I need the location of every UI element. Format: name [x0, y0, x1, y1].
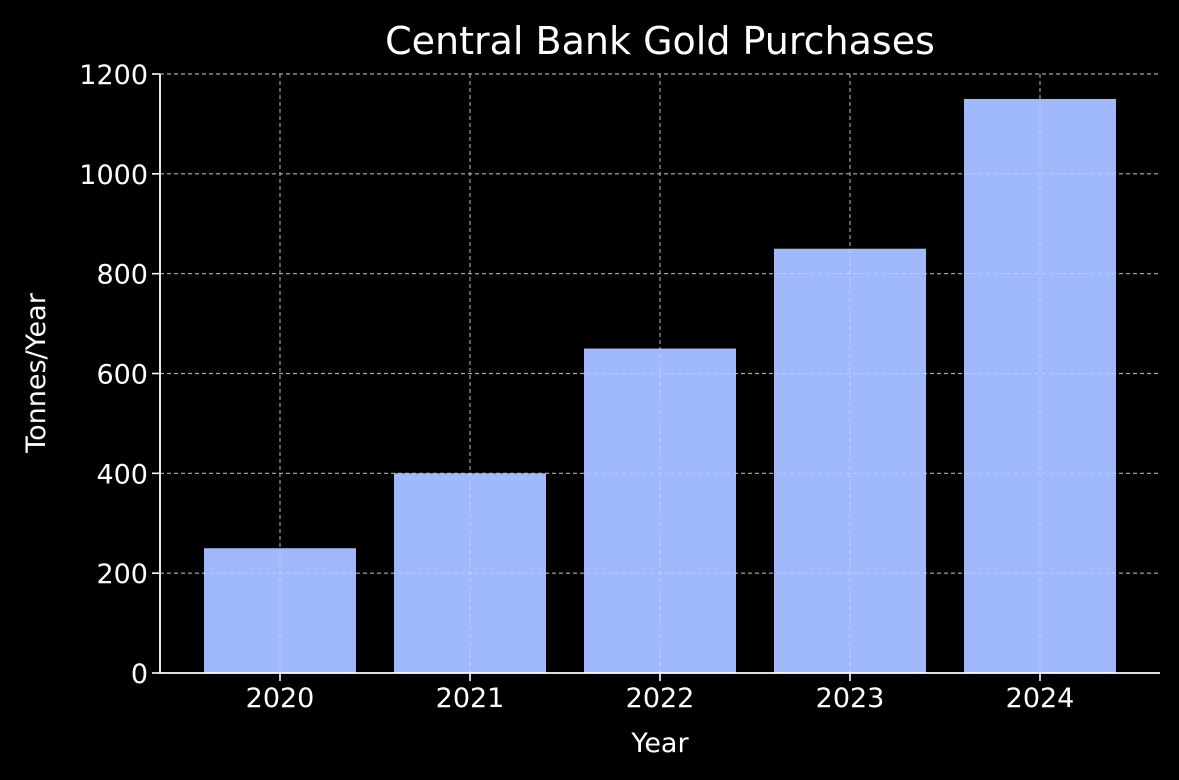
bar-2022 [584, 348, 736, 673]
y-tick-label: 400 [96, 459, 148, 490]
x-tick-label: 2020 [246, 683, 315, 714]
bar-2024 [964, 98, 1116, 674]
y-tick-label: 1000 [79, 160, 148, 191]
bar-2021 [394, 473, 546, 673]
y-tick-label: 200 [96, 559, 148, 590]
y-tick-label: 0 [131, 659, 148, 690]
axes [152, 73, 1160, 681]
x-tick-label: 2023 [816, 683, 885, 714]
y-axis-title: Tonnes/Year [21, 292, 52, 453]
x-tick-label: 2024 [1006, 683, 1075, 714]
x-axis-title: Year [630, 728, 689, 759]
y-tick-label: 1200 [79, 60, 148, 91]
y-tick-label: 800 [96, 260, 148, 291]
x-tick-label: 2021 [436, 683, 505, 714]
y-tick-label: 600 [96, 360, 148, 391]
chart-title: Central Bank Gold Purchases [385, 19, 935, 63]
tick-labels: 0 200 400 600 800 1000 1200 2020 2021 2022 2023 202… [79, 60, 1074, 714]
bars [160, 73, 1160, 674]
bar-2020 [204, 548, 356, 673]
bar-2023 [774, 248, 926, 674]
x-tick-label: 2022 [626, 683, 695, 714]
